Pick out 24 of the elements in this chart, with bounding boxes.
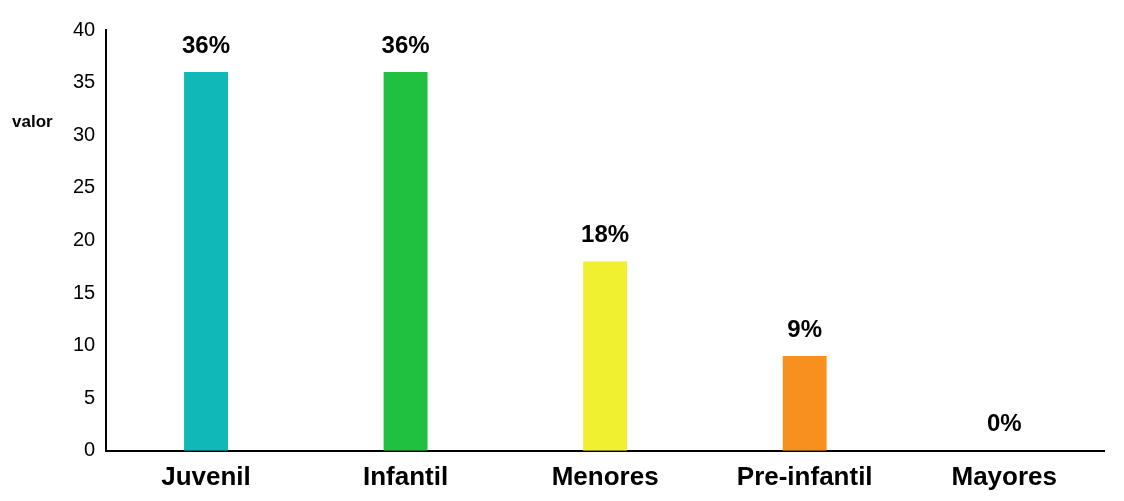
x-tick-label: Mayores xyxy=(951,460,1057,491)
x-tick-label: Pre-infantil xyxy=(736,460,873,491)
bar xyxy=(782,356,827,451)
y-tick-label: 25 xyxy=(73,175,96,198)
data-label: 36% xyxy=(182,30,231,58)
y-tick-label: 10 xyxy=(73,333,96,356)
y-tick-label: 35 xyxy=(73,70,96,93)
bar xyxy=(383,72,428,451)
y-tick-label: 5 xyxy=(84,385,96,408)
data-label: 18% xyxy=(581,220,630,248)
data-label: 36% xyxy=(381,30,430,58)
y-tick-label: 30 xyxy=(73,122,96,145)
y-tick-label: 20 xyxy=(73,227,96,250)
data-label: 0% xyxy=(986,409,1022,437)
y-tick-label: 15 xyxy=(73,280,96,303)
bar xyxy=(583,261,628,451)
x-tick-label: Infantil xyxy=(362,460,449,491)
y-tick-label: 0 xyxy=(84,438,96,461)
bar xyxy=(184,72,228,451)
data-label: 9% xyxy=(787,314,823,342)
y-axis-title: valor xyxy=(12,112,54,132)
y-tick-label: 40 xyxy=(73,17,96,40)
x-tick-label: Juvenil xyxy=(161,460,251,491)
x-tick-label: Menores xyxy=(551,460,659,491)
